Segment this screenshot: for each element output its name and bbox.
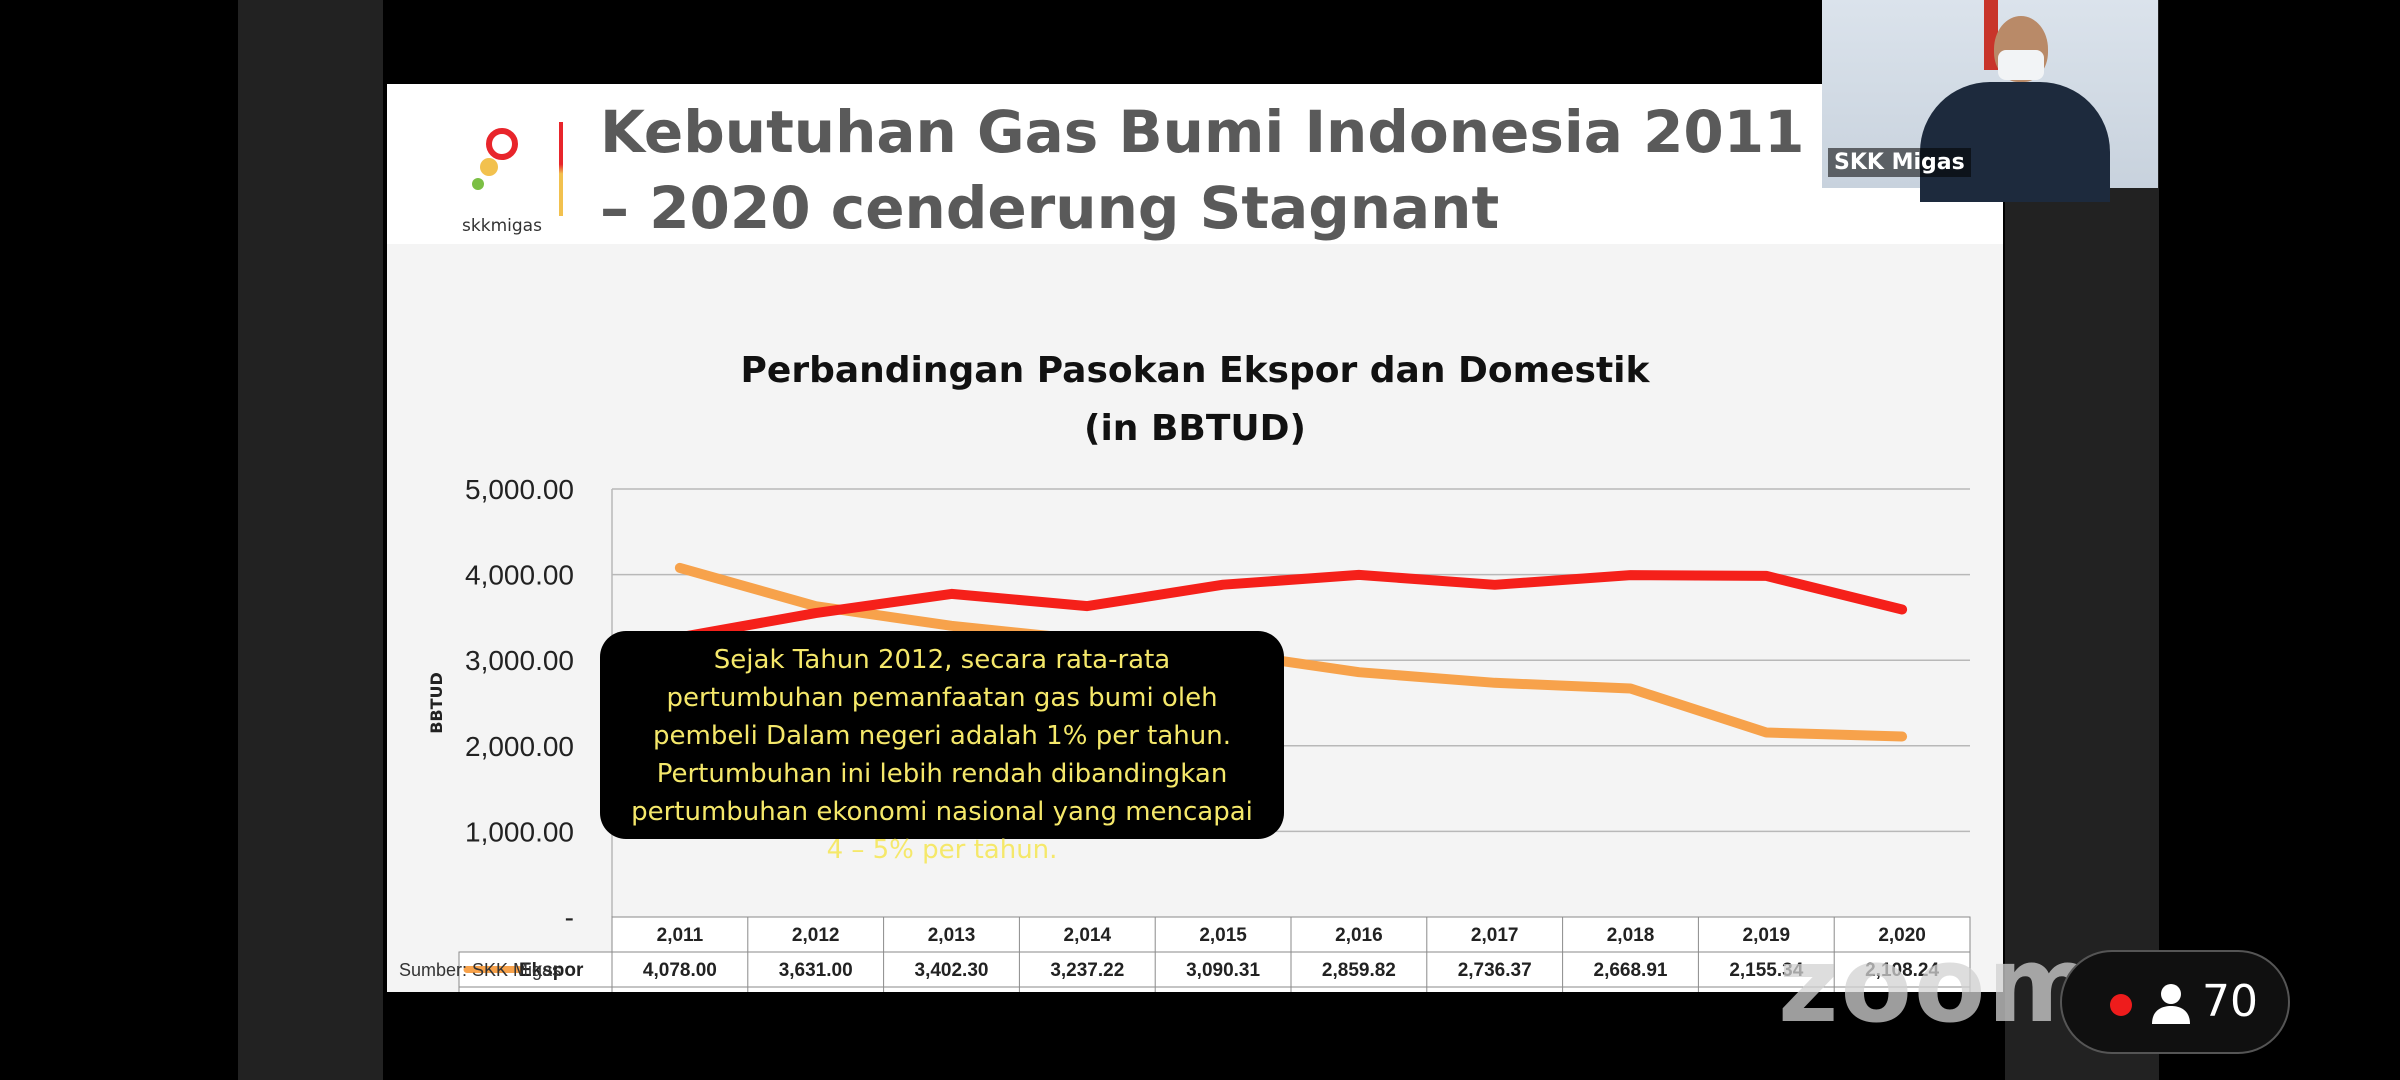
y-tick-label: 1,000.00 <box>465 816 574 847</box>
y-axis-label: BBTUD <box>427 672 446 734</box>
x-category-label: 2,016 <box>1335 925 1383 946</box>
data-point-domestik <box>1357 573 1360 576</box>
x-category-label: 2,019 <box>1743 925 1791 946</box>
table-value-ekspor: 2,155.34 <box>1729 960 1803 981</box>
data-point-domestik <box>1493 583 1496 586</box>
source-note: Sumber: SKK Migas <box>399 960 562 980</box>
y-tick-label: 4,000.00 <box>465 560 574 591</box>
y-tick-label: 2,000.00 <box>465 731 574 762</box>
data-point-ekspor <box>950 624 953 627</box>
data-point-domestik <box>1765 574 1768 577</box>
title-divider <box>559 122 563 216</box>
table-value-ekspor: 2,859.82 <box>1322 960 1396 981</box>
x-category-label: 2,017 <box>1471 925 1519 946</box>
table-value-ekspor: 2,736.37 <box>1458 960 1532 981</box>
slide-header: skkmigas Kebutuhan Gas Bumi Indonesia 20… <box>387 84 2003 244</box>
y-tick-label: 5,000.00 <box>465 474 574 505</box>
table-value-ekspor: 3,402.30 <box>915 960 989 981</box>
logo-text: skkmigas <box>462 216 542 236</box>
data-point-domestik <box>814 612 817 615</box>
participants-button[interactable]: 70 <box>2060 950 2290 1054</box>
data-point-ekspor <box>678 566 681 569</box>
x-category-label: 2,020 <box>1878 925 1926 946</box>
data-point-ekspor <box>1901 735 1904 738</box>
data-point-ekspor <box>814 605 817 608</box>
table-value-ekspor: 2,668.91 <box>1594 960 1668 981</box>
x-category-label: 2,014 <box>1064 925 1112 946</box>
person-icon <box>2152 984 2190 1024</box>
data-point-domestik <box>950 592 953 595</box>
participant-mask <box>1998 50 2044 80</box>
line-chart: Perbandingan Pasokan Ekspor dan Domestik… <box>427 350 1971 992</box>
chart-title: Perbandingan Pasokan Ekspor dan Domestik <box>741 350 1651 391</box>
participant-name: SKK Migas <box>1828 148 1971 177</box>
table-value-ekspor: 3,090.31 <box>1186 960 1260 981</box>
x-category-label: 2,012 <box>792 925 840 946</box>
legend-label-ekspor: Ekspor <box>519 960 584 981</box>
x-category-label: 2,013 <box>928 925 976 946</box>
zoom-watermark: zoom <box>1778 924 2098 1046</box>
table-value-ekspor: 4,078.00 <box>643 960 717 981</box>
y-tick-label: 3,000.00 <box>465 645 574 676</box>
skkmigas-logo-mark <box>472 128 518 190</box>
participant-body <box>1920 82 2110 202</box>
data-point-domestik <box>1222 583 1225 586</box>
series-line-domestik <box>674 569 1908 643</box>
table-value-ekspor: 3,237.22 <box>1050 960 1124 981</box>
data-point-domestik <box>1086 605 1089 608</box>
data-point-ekspor <box>1629 687 1632 690</box>
data-point-domestik <box>1901 608 1904 611</box>
x-category-label: 2,011 <box>657 925 704 946</box>
y-tick-label: - <box>565 902 574 933</box>
data-point-ekspor <box>1493 681 1496 684</box>
slide-title: Kebutuhan Gas Bumi Indonesia 2011 – 2020… <box>600 98 1805 242</box>
data-point-domestik <box>1629 574 1632 577</box>
table-value-ekspor: 2,108.24 <box>1865 960 1939 981</box>
x-category-label: 2,018 <box>1607 925 1655 946</box>
growth-callout: Sejak Tahun 2012, secara rata-rata pertu… <box>600 631 1284 865</box>
data-point-ekspor <box>1765 731 1768 734</box>
presentation-slide: skkmigas Kebutuhan Gas Bumi Indonesia 20… <box>387 84 2003 992</box>
left-side-band <box>238 0 383 1080</box>
chart-subtitle: (in BBTUD) <box>1084 408 1306 449</box>
data-point-ekspor <box>1357 671 1360 674</box>
table-value-ekspor: 3,631.00 <box>779 960 853 981</box>
series-line-ekspor <box>674 562 1908 742</box>
participant-count: 70 <box>2202 976 2258 1027</box>
skkmigas-logo: skkmigas <box>442 124 552 236</box>
recording-dot-icon <box>2110 994 2132 1016</box>
chart-area: Perbandingan Pasokan Ekspor dan Domestik… <box>387 244 2003 992</box>
x-category-label: 2,015 <box>1199 925 1247 946</box>
